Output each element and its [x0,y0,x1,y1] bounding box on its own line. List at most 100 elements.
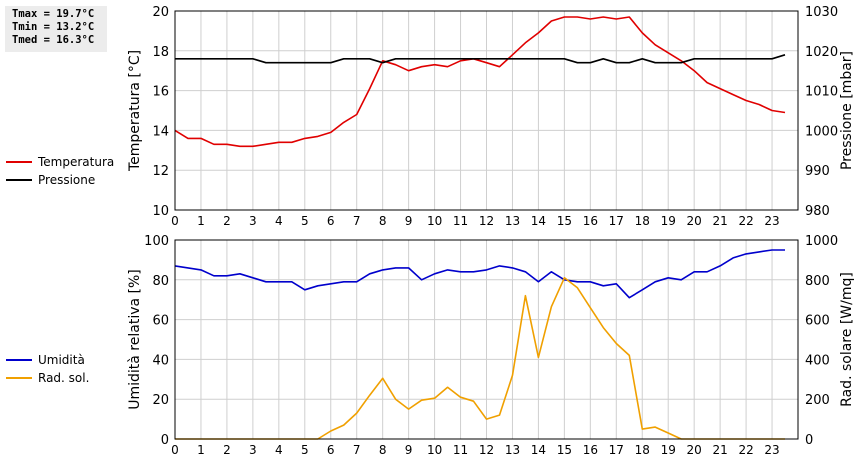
y-axis-label-left: Temperatura [°C] [127,50,143,172]
y-tick-label-left: 12 [152,164,169,179]
x-tick-label: 19 [661,443,676,457]
x-tick-label: 9 [405,214,413,228]
y-tick-label-right: 980 [805,204,830,219]
x-tick-label: 10 [427,443,442,457]
x-tick-label: 14 [531,214,546,228]
series-line-rad-sol [175,276,785,440]
y-tick-label-left: 80 [152,274,169,289]
x-tick-label: 18 [635,443,650,457]
stats-box: Tmax = 19.7°C Tmin = 13.2°C Tmed = 16.3°… [5,6,107,52]
x-tick-label: 11 [453,443,468,457]
legend-item-umidita: Umidità [6,351,89,369]
legend-item-rad-sol: Rad. sol. [6,369,89,387]
x-tick-label: 12 [479,443,494,457]
x-tick-label: 16 [583,443,598,457]
x-tick-label: 2 [223,214,231,228]
x-tick-label: 18 [635,214,650,228]
legend-swatch-umidita [6,359,32,361]
x-tick-label: 14 [531,443,546,457]
x-tick-label: 8 [379,443,387,457]
y-axis-label-right: Pressione [mbar] [839,51,855,170]
y-tick-label-right: 1010 [805,85,838,100]
y-tick-label-right: 990 [805,164,830,179]
y-tick-label-right: 400 [805,353,830,368]
x-tick-label: 12 [479,214,494,228]
y-tick-label-right: 0 [805,433,813,448]
x-tick-label: 4 [275,443,283,457]
x-tick-label: 10 [427,214,442,228]
tmax-text: Tmax = 19.7°C [12,8,95,20]
y-tick-label-left: 20 [152,5,169,20]
tmed-text: Tmed = 16.3°C [12,34,95,46]
y-tick-label-left: 20 [152,393,169,408]
y-tick-label-left: 18 [152,45,169,60]
x-tick-label: 5 [301,214,309,228]
legend-bottom: Umidità Rad. sol. [6,351,89,387]
x-tick-label: 7 [353,443,361,457]
x-tick-label: 11 [453,214,468,228]
y-tick-label-left: 40 [152,353,169,368]
x-tick-label: 3 [249,214,257,228]
legend-swatch-rad-sol [6,377,32,379]
x-tick-label: 21 [712,443,727,457]
y-tick-label-right: 1020 [805,45,838,60]
x-tick-label: 8 [379,214,387,228]
x-tick-label: 21 [712,214,727,228]
y-tick-label-left: 0 [161,433,169,448]
y-tick-label-left: 14 [152,124,169,139]
x-tick-label: 1 [197,214,205,228]
y-tick-label-left: 10 [152,204,169,219]
x-tick-label: 13 [505,443,520,457]
x-tick-label: 0 [171,443,179,457]
x-tick-label: 15 [557,214,572,228]
legend-swatch-temperatura [6,161,32,163]
x-tick-label: 23 [764,214,779,228]
x-tick-label: 15 [557,443,572,457]
x-tick-label: 23 [764,443,779,457]
x-tick-label: 5 [301,443,309,457]
legend-item-temperatura: Temperatura [6,153,114,171]
series-line-temperatura [174,16,786,148]
y-tick-label-right: 200 [805,393,830,408]
y-tick-label-left: 16 [152,85,169,100]
y-tick-label-right: 800 [805,274,830,289]
x-tick-label: 2 [223,443,231,457]
y-axis-label-right: Rad. solare [W/mq] [839,272,855,407]
x-tick-label: 1 [197,443,205,457]
y-tick-label-right: 600 [805,314,830,329]
x-tick-label: 7 [353,214,361,228]
plot-frame [174,10,799,211]
x-tick-label: 17 [609,443,624,457]
x-tick-label: 4 [275,214,283,228]
x-tick-label: 0 [171,214,179,228]
x-tick-label: 9 [405,443,413,457]
x-tick-label: 22 [738,443,753,457]
x-tick-label: 17 [609,214,624,228]
x-tick-label: 3 [249,443,257,457]
x-tick-label: 22 [738,214,753,228]
y-tick-label-left: 100 [144,234,169,249]
legend-item-pressione: Pressione [6,171,114,189]
y-tick-label-right: 1000 [805,124,838,139]
y-tick-label-right: 1000 [805,234,838,249]
legend-swatch-pressione [6,179,32,181]
x-tick-label: 13 [505,214,520,228]
legend-label-temperatura: Temperatura [38,155,115,169]
x-tick-label: 16 [583,214,598,228]
x-tick-label: 20 [687,214,702,228]
legend-label-pressione: Pressione [38,173,96,187]
legend-label-rad-sol: Rad. sol. [38,371,90,385]
tmin-text: Tmin = 13.2°C [12,21,95,33]
x-tick-label: 19 [661,214,676,228]
legend-top: Temperatura Pressione [6,153,114,189]
y-tick-label-right: 1030 [805,5,838,20]
series-line-umidit [174,249,785,299]
legend-label-umidita: Umidità [38,353,85,367]
x-tick-label: 6 [327,443,335,457]
series-line-pressione [175,54,786,64]
y-tick-label-left: 60 [152,314,169,329]
plot-frame [174,239,799,440]
x-tick-label: 6 [327,214,335,228]
x-tick-label: 20 [687,443,702,457]
